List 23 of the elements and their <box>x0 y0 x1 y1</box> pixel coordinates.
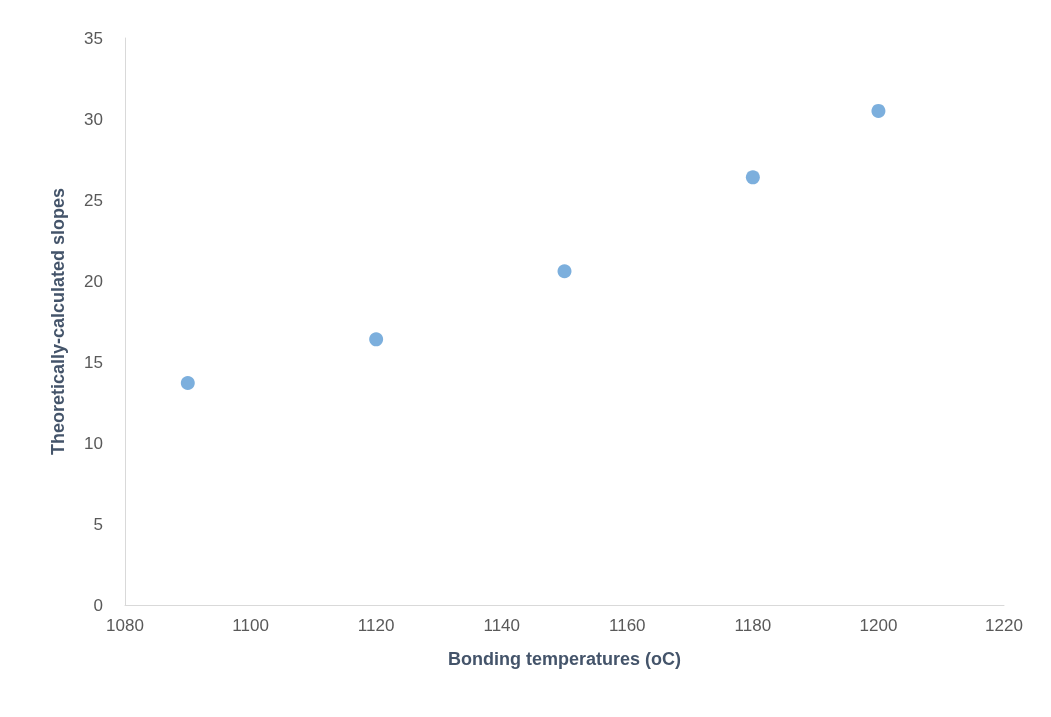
x-tick-label: 1180 <box>734 616 772 635</box>
y-tick-label: 5 <box>93 514 103 534</box>
y-tick-label: 15 <box>84 352 103 372</box>
point <box>871 103 886 118</box>
x-tick-label: 1140 <box>483 616 520 635</box>
x-tick-label: 1160 <box>609 616 646 635</box>
x-tick-label: 1080 <box>106 616 144 635</box>
x-tick-label: 1100 <box>232 616 269 635</box>
y-tick-label: 10 <box>84 433 103 453</box>
y-tick-label: 25 <box>84 190 103 210</box>
point <box>745 170 760 185</box>
x-axis-title: Bonding temperatures (oC) <box>447 649 682 669</box>
x-tick-label: 1200 <box>859 616 898 635</box>
y-tick-label: 30 <box>84 109 103 129</box>
x-tick-label: 1120 <box>357 616 395 635</box>
point <box>180 376 195 391</box>
y-tick-label: 20 <box>84 271 103 291</box>
y-tick-label: 0 <box>93 595 103 615</box>
y-tick-label: 35 <box>84 28 103 48</box>
point <box>369 332 384 347</box>
point <box>557 264 572 279</box>
x-tick-label: 1220 <box>985 616 1023 635</box>
y-axis-title: Theoretically-calculated slopes <box>48 187 68 456</box>
